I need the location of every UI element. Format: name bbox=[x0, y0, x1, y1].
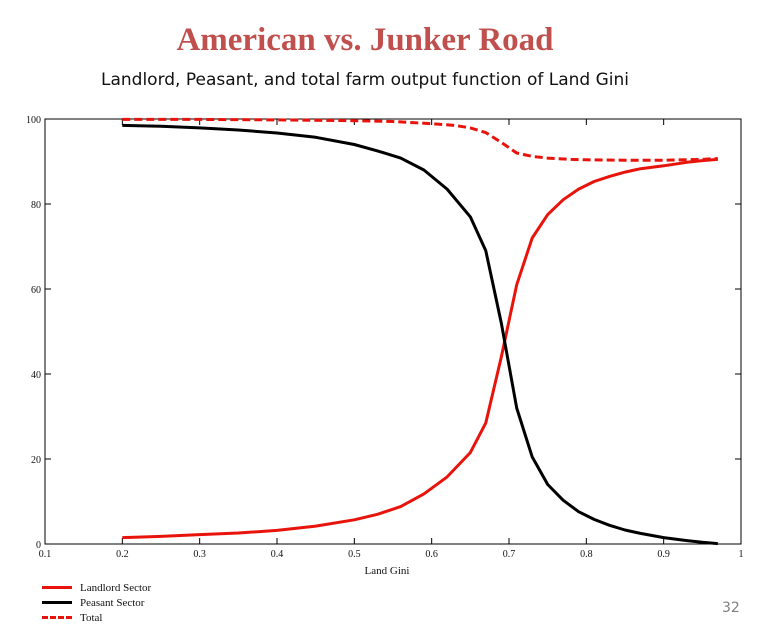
x-tick-label: 0.5 bbox=[348, 549, 361, 560]
y-tick-label: 20 bbox=[31, 455, 41, 466]
x-tick-label: 0.2 bbox=[116, 549, 129, 560]
x-tick-label: 0.7 bbox=[503, 549, 516, 560]
y-tick-label: 40 bbox=[31, 370, 41, 381]
x-tick-label: 0.6 bbox=[425, 549, 438, 560]
legend-swatch-total bbox=[42, 616, 72, 619]
y-tick-label: 0 bbox=[36, 540, 41, 551]
x-tick-label: 0.3 bbox=[193, 549, 206, 560]
legend-item-peasant: Peasant Sector bbox=[42, 595, 151, 610]
y-tick-label: 80 bbox=[31, 200, 41, 211]
x-tick-label: 0.9 bbox=[657, 549, 670, 560]
series-line-peasant-sector bbox=[122, 125, 718, 543]
legend-swatch-peasant bbox=[42, 601, 72, 604]
chart-legend: Landlord Sector Peasant Sector Total bbox=[42, 580, 151, 625]
series-line-landlord-sector bbox=[122, 159, 718, 537]
legend-label-landlord: Landlord Sector bbox=[80, 582, 151, 594]
legend-swatch-landlord bbox=[42, 586, 72, 589]
x-tick-label: 0.8 bbox=[580, 549, 593, 560]
legend-item-landlord: Landlord Sector bbox=[42, 580, 151, 595]
y-tick-label: 100 bbox=[26, 115, 41, 126]
legend-label-total: Total bbox=[80, 612, 102, 624]
y-tick-label: 60 bbox=[31, 285, 41, 296]
x-tick-label: 1 bbox=[739, 549, 744, 560]
page-number: 32 bbox=[722, 600, 740, 616]
legend-label-peasant: Peasant Sector bbox=[80, 597, 144, 609]
x-axis-title: Land Gini bbox=[365, 565, 410, 577]
x-tick-label: 0.4 bbox=[271, 549, 284, 560]
plot-frame bbox=[45, 119, 741, 544]
series-line-total bbox=[122, 119, 718, 160]
